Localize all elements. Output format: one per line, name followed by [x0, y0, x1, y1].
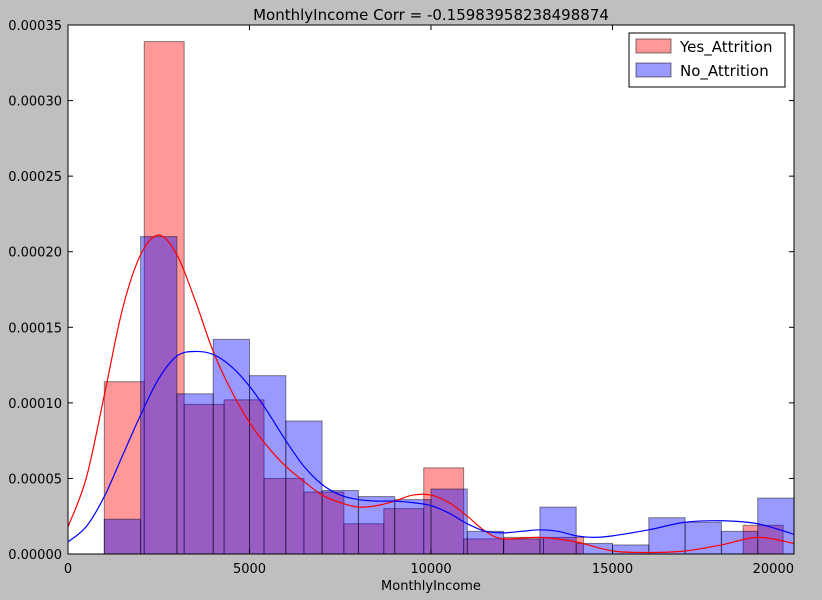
bar-no-attrition-13 — [575, 542, 614, 555]
ticks-layer: 0 5000 10000 15000 20000 0.00000 0.00005 0.0001… — [8, 19, 795, 577]
legend-swatch-yes-attrition — [635, 38, 672, 54]
x-axis-label: MonthlyIncome — [381, 579, 481, 594]
bar-no-attrition-12 — [539, 506, 577, 555]
bar-no-attrition-5 — [285, 420, 323, 555]
legend: Yes_Attrition No_Attrition — [628, 32, 786, 88]
x-tick-label: 20000 — [753, 562, 794, 577]
legend-box — [628, 32, 786, 88]
legend-swatch-no-attrition — [635, 62, 672, 78]
bar-yes-attrition-7 — [383, 508, 425, 555]
bar-no-attrition-18 — [757, 497, 795, 555]
bar-no-attrition-6 — [321, 490, 359, 555]
bar-no-attrition-9 — [430, 488, 468, 555]
y-tick-label: 0.00025 — [8, 170, 62, 185]
y-tick-label: 0.00015 — [8, 321, 62, 336]
bar-no-attrition-0 — [103, 518, 142, 555]
kde-line-no-attrition — [67, 350, 795, 543]
bar-no-attrition-3 — [212, 338, 250, 555]
bar-no-attrition-8 — [394, 499, 432, 555]
bar-no-attrition-2 — [176, 393, 214, 555]
bar-yes-attrition-1 — [143, 41, 185, 555]
y-tick-label: 0.00035 — [8, 19, 62, 34]
bar-yes-attrition-5 — [303, 491, 345, 555]
x-tick-label: 0 — [64, 562, 72, 577]
y-tick-label: 0.00005 — [8, 472, 62, 487]
y-tick-label: 0.00010 — [8, 397, 62, 412]
bar-yes-attrition-2 — [183, 403, 225, 555]
y-tick-label: 0.00030 — [8, 95, 62, 110]
legend-label-yes-attrition: Yes_Attrition — [679, 38, 773, 57]
bar-no-attrition-1 — [140, 236, 178, 555]
plot-area — [68, 25, 794, 554]
chart-title: MonthlyIncome Corr = -0.1598395823849887… — [253, 6, 609, 24]
bar-yes-attrition-4 — [263, 477, 305, 555]
bars-layer — [103, 41, 795, 555]
bar-no-attrition-10 — [466, 530, 505, 555]
x-tick-label: 15000 — [592, 562, 633, 577]
kde-layer — [67, 234, 795, 554]
bar-no-attrition-16 — [684, 521, 722, 555]
bar-no-attrition-17 — [720, 530, 759, 555]
y-tick-label: 0.00020 — [8, 246, 62, 261]
bar-no-attrition-4 — [249, 375, 287, 555]
x-tick-label: 5000 — [233, 562, 266, 577]
bar-yes-attrition-6 — [343, 523, 385, 555]
y-tick-label: 0.00000 — [8, 548, 62, 563]
bar-no-attrition-11 — [503, 538, 541, 555]
bar-yes-attrition-3 — [223, 399, 265, 555]
kde-line-yes-attrition — [67, 234, 795, 554]
x-tick-label: 10000 — [410, 562, 451, 577]
legend-label-no-attrition: No_Attrition — [680, 62, 769, 81]
